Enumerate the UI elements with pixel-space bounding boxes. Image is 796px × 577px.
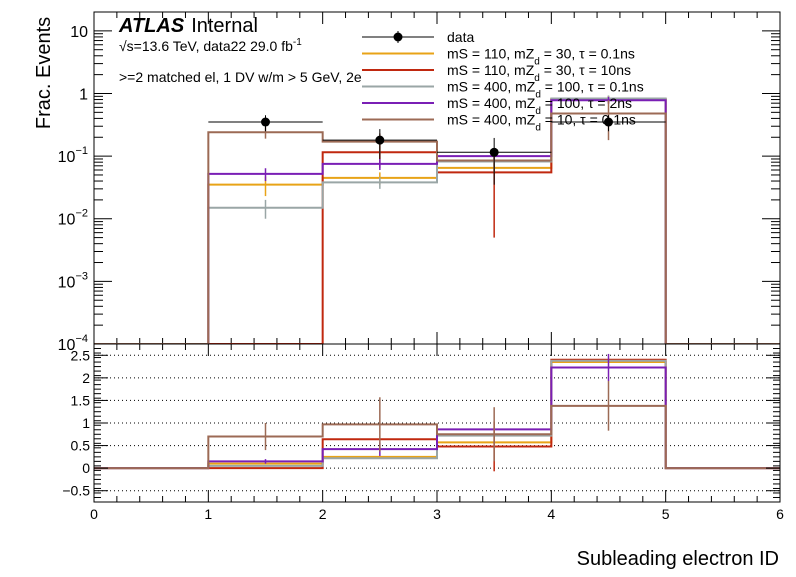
ratio-series-5-histogram	[94, 404, 780, 470]
x-tick-label: 4	[547, 506, 555, 522]
legend-label-main: mS = 400, mZ	[447, 79, 536, 95]
y-tick-exponent: −1	[75, 145, 88, 157]
ratio-y-tick-label: −0.5	[62, 483, 90, 499]
legend-label-rest: = 30, τ = 10ns	[540, 62, 631, 78]
series-1-histogram	[94, 97, 780, 344]
ratio-frame	[93, 343, 781, 503]
ratio-y-tick-label: 2.5	[71, 347, 91, 363]
y-tick-base: 1	[79, 86, 88, 103]
y-tick-label: 10	[70, 24, 88, 41]
y-tick-base: 10	[58, 274, 76, 291]
legend-label-rest: = 10, τ = 0.1ns	[541, 112, 636, 128]
x-tick-label: 5	[662, 506, 670, 522]
legend-label-rest: = 30, τ = 0.1ns	[540, 46, 635, 62]
series-5-histogram	[94, 112, 780, 344]
y-tick-label: 10−2	[58, 208, 88, 229]
y-tick-base: 10	[58, 212, 76, 229]
legend-label-subscript: d	[535, 123, 541, 134]
legend-data-label: data	[447, 29, 474, 45]
y-tick-exponent: −4	[75, 333, 88, 345]
legend-series-4-label: mS = 400, mZd = 100, τ = 2ns	[447, 95, 632, 117]
y-tick-label: 10−4	[58, 333, 88, 354]
legend-label-subscript: d	[534, 57, 540, 68]
y-axis-title: Frac. Events	[33, 17, 55, 129]
y-tick-base: 10	[70, 24, 88, 41]
y-tick-label: 10−1	[58, 145, 88, 166]
data-point	[261, 117, 270, 127]
data-point	[604, 117, 613, 127]
energy-lumi-text: √s=13.6 TeV, data22 29.0 fb	[119, 38, 293, 54]
legend-series-2-label: mS = 110, mZd = 30, τ = 10ns	[447, 62, 631, 84]
legend-label-subscript: d	[535, 106, 541, 117]
atlas-status-text: Internal	[191, 15, 258, 37]
ratio-y-tick-label: 1	[82, 415, 90, 431]
legend-data-marker	[393, 32, 403, 42]
ratio-y-tick-label: 1.5	[71, 392, 91, 408]
legend-label-rest: = 100, τ = 0.1ns	[541, 79, 644, 95]
legend-label-subscript: d	[534, 73, 540, 84]
ratio-y-tick-label: 2	[82, 370, 90, 386]
x-tick-label: 6	[776, 506, 784, 522]
legend-label-subscript: d	[535, 90, 541, 101]
series-3-histogram	[94, 97, 780, 344]
y-tick-label: 1	[79, 86, 88, 103]
legend-label-main: mS = 110, mZ	[447, 46, 535, 62]
legend-series-1-label: mS = 110, mZd = 30, τ = 0.1ns	[447, 46, 635, 68]
ratio-y-tick-label: 0	[82, 460, 90, 476]
x-tick-label: 2	[319, 506, 327, 522]
y-tick-label: 10−3	[58, 270, 88, 291]
ratio-y-tick-label: 0.5	[71, 438, 91, 454]
selection-label: >=2 matched el, 1 DV w/m > 5 GeV, 2e	[119, 69, 362, 85]
data-point	[375, 135, 385, 145]
x-tick-label: 0	[90, 506, 98, 522]
legend-label-rest: = 100, τ = 2ns	[541, 95, 632, 111]
x-axis-title: Subleading electron ID	[577, 548, 779, 570]
series-4-histogram	[94, 99, 780, 344]
atlas-logo-text: ATLAS	[118, 15, 185, 37]
legend-series-3-label: mS = 400, mZd = 100, τ = 0.1ns	[447, 79, 644, 101]
energy-lumi-exponent: -1	[293, 37, 302, 48]
y-tick-exponent: −3	[75, 270, 88, 282]
x-tick-label: 3	[433, 506, 441, 522]
legend-series-5-label: mS = 400, mZd = 10, τ = 0.1ns	[447, 112, 636, 134]
series-2-histogram	[94, 98, 780, 344]
y-tick-base: 10	[58, 337, 76, 354]
ratio-series-3-histogram	[94, 359, 780, 470]
atlas-label: ATLAS Internal	[118, 15, 258, 37]
data-point	[489, 147, 499, 157]
y-tick-exponent: −2	[75, 208, 88, 220]
legend-label-main: mS = 400, mZ	[447, 112, 536, 128]
legend-label-main: mS = 110, mZ	[447, 62, 535, 78]
energy-lumi-label: √s=13.6 TeV, data22 29.0 fb-1	[119, 37, 302, 54]
legend-label-main: mS = 400, mZ	[447, 95, 536, 111]
y-tick-base: 10	[58, 149, 76, 166]
x-tick-label: 1	[204, 506, 212, 522]
